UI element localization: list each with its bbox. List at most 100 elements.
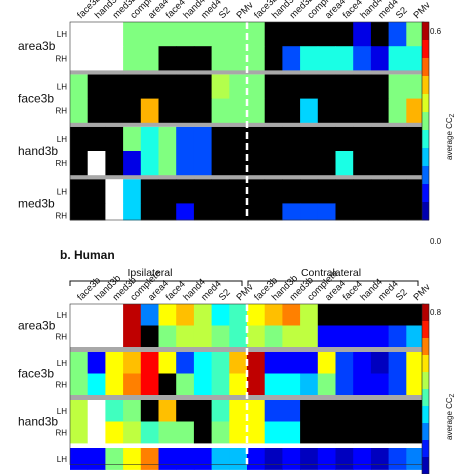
a-cell-r0-c12	[282, 22, 301, 47]
a-row-label-2: hand3b	[18, 144, 58, 158]
b-cell-r1-c7	[193, 325, 212, 348]
a-side-label-0: LH	[57, 30, 67, 39]
b-cell-r4-c2	[105, 400, 124, 422]
b-cell-r0-c13	[300, 304, 319, 326]
b-cell-r6-c3	[123, 448, 142, 470]
b-cell-r1-c10	[247, 325, 266, 348]
panel-b-cells	[70, 304, 425, 470]
b-cell-r3-c8	[211, 373, 230, 396]
b-cell-r0-c10	[247, 304, 266, 326]
panel-a-colorbar-swatch-1	[422, 40, 429, 59]
b-cell-r1-c17	[370, 325, 389, 348]
b-cell-r5-c17	[370, 421, 389, 444]
a-cell-r1-c14	[317, 46, 336, 71]
b-cell-r6-c4	[140, 448, 159, 470]
b-cell-r0-c19	[406, 304, 425, 326]
a-cell-r2-c18	[388, 74, 407, 99]
panel-a-colorbar-swatch-10	[422, 202, 429, 221]
b-cell-r4-c5	[158, 400, 177, 422]
panel-a-column-labels: face3bhand3bmed3bcompletearea4face4hand4…	[75, 0, 433, 21]
panel-b-colorbar-swatch-2	[422, 338, 429, 356]
b-cell-r2-c6	[176, 352, 195, 374]
a-cell-r3-c12	[282, 98, 301, 124]
a-cell-r1-c19	[406, 46, 425, 71]
a-cell-r3-c19	[406, 98, 425, 124]
panel-b-heatmap: face3bhand3bmed3bcompletearea4face4hand4…	[18, 268, 433, 470]
b-cell-r2-c17	[370, 352, 389, 374]
a-cell-r5-c0	[70, 151, 89, 176]
a-cell-r2-c10	[247, 74, 266, 99]
a-cell-r1-c12	[282, 46, 301, 71]
a-cell-r7-c2	[105, 203, 124, 221]
a-cell-r6-c6	[176, 179, 195, 204]
panel-a-colorbar-label-main: average CC	[445, 117, 454, 160]
a-cell-r1-c3	[123, 46, 142, 71]
a-cell-r5-c16	[353, 151, 372, 176]
panel-b-colorbar-label-main: average CC	[445, 397, 454, 440]
a-cell-r0-c8	[211, 22, 230, 47]
b-cell-r3-c18	[388, 373, 407, 396]
b-cell-r5-c8	[211, 421, 230, 444]
b-side-label-6: LH	[57, 455, 67, 464]
a-cell-r4-c18	[388, 126, 407, 152]
a-col-label-19: PMv	[411, 0, 432, 21]
a-cell-r4-c5	[158, 126, 177, 152]
a-cell-r6-c18	[388, 179, 407, 204]
a-cell-r4-c15	[335, 126, 354, 152]
a-cell-r2-c7	[193, 74, 212, 99]
b-cell-r0-c8	[211, 304, 230, 326]
b-cell-r4-c3	[123, 400, 142, 422]
a-cell-r2-c5	[158, 74, 177, 99]
b-cell-r2-c19	[406, 352, 425, 374]
a-cell-r3-c8	[211, 98, 230, 124]
panel-b-colorbar-swatch-7	[422, 423, 429, 441]
a-side-label-4: LH	[57, 135, 67, 144]
a-cell-r7-c14	[317, 203, 336, 221]
a-cell-r7-c11	[264, 203, 283, 221]
b-side-label-0: LH	[57, 311, 67, 320]
b-cell-r1-c6	[176, 325, 195, 348]
a-cell-r7-c9	[229, 203, 248, 221]
panel-b-column-labels: face3bhand3bmed3bcompletearea4face4hand4…	[75, 268, 433, 303]
b-cell-r2-c15	[335, 352, 354, 374]
a-cell-r7-c19	[406, 203, 425, 221]
a-cell-r7-c18	[388, 203, 407, 221]
b-cell-r6-c13	[300, 448, 319, 470]
b-cell-r6-c1	[87, 448, 106, 470]
a-cell-r6-c15	[335, 179, 354, 204]
panel-b-title: b. Human	[60, 248, 115, 262]
panel-b-colorbar: 0.8 average CCZ	[421, 303, 456, 474]
panel-b-colorbar-swatch-3	[422, 355, 429, 373]
a-cell-r2-c6	[176, 74, 195, 99]
a-cell-r5-c18	[388, 151, 407, 176]
a-cell-r1-c4	[140, 46, 159, 71]
a-cell-r4-c12	[282, 126, 301, 152]
b-cell-r5-c7	[193, 421, 212, 444]
a-cell-r4-c13	[300, 126, 319, 152]
a-cell-r2-c14	[317, 74, 336, 99]
a-cell-r2-c15	[335, 74, 354, 99]
b-cell-r6-c18	[388, 448, 407, 470]
b-cell-r0-c6	[176, 304, 195, 326]
a-cell-r0-c11	[264, 22, 283, 47]
a-cell-r3-c14	[317, 98, 336, 124]
b-cell-r3-c7	[193, 373, 212, 396]
b-cell-r1-c18	[388, 325, 407, 348]
a-side-label-1: RH	[55, 54, 67, 63]
b-cell-r6-c15	[335, 448, 354, 470]
b-cell-r3-c14	[317, 373, 336, 396]
b-cell-r2-c2	[105, 352, 124, 374]
b-cell-r6-c9	[229, 448, 248, 470]
b-cell-r4-c18	[388, 400, 407, 422]
b-cell-r5-c18	[388, 421, 407, 444]
a-row-label-1: face3b	[18, 92, 54, 106]
b-cell-r0-c2	[105, 304, 124, 326]
a-cell-r1-c1	[87, 46, 106, 71]
a-cell-r5-c5	[158, 151, 177, 176]
a-cell-r6-c14	[317, 179, 336, 204]
a-cell-r4-c1	[87, 126, 106, 152]
b-cell-r6-c8	[211, 448, 230, 470]
b-side-label-3: RH	[55, 380, 67, 389]
b-cell-r5-c3	[123, 421, 142, 444]
